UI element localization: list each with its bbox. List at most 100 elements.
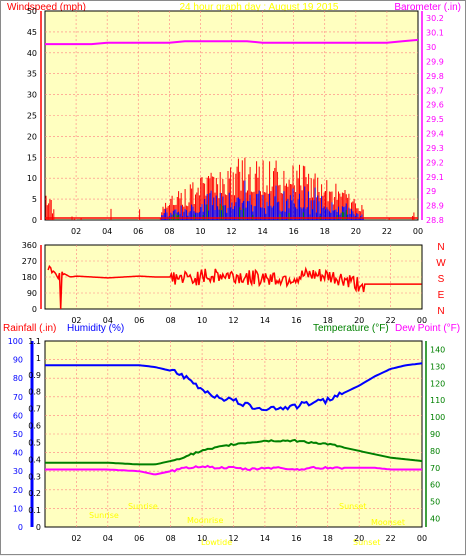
barometer-y-tick: 29.3 [426, 144, 444, 153]
barometer-y-tick: 29 [426, 187, 436, 196]
humidity-axis-label: Humidity (%) [67, 323, 124, 334]
barometer-y-tick: 29.6 [426, 101, 444, 110]
barometer-y-tick: 29.5 [426, 115, 444, 124]
wind-panel-x-tick: 20 [351, 227, 361, 236]
temperature-y-tick: 110 [430, 396, 445, 405]
windspeed-y-tick: 25 [27, 112, 37, 121]
wind-panel-x-tick: 06 [133, 227, 143, 236]
direction-y-tick: 0 [32, 305, 37, 314]
humidity-line [45, 362, 423, 412]
lower-panel-x-tick: 16 [291, 534, 301, 543]
barometer-line [45, 38, 419, 46]
temperature-y-tick: 130 [430, 362, 445, 371]
humidity-y-tick: 0 [18, 523, 23, 532]
wind-panel-x-tick: 00 [413, 227, 423, 236]
lower-panel-x-tick: 10 [197, 534, 207, 543]
barometer-y-tick: 29.9 [426, 57, 444, 66]
temperature-line [45, 438, 423, 466]
rainfall-y-tick: 0.1 [28, 506, 41, 515]
wind-panel-x-tick: 02 [71, 227, 81, 236]
temperature-y-tick: 80 [430, 447, 440, 456]
compass-label: N [437, 242, 444, 253]
astro-event-label: Sunrise [128, 502, 158, 511]
lower-panel-x-tick: 18 [323, 534, 333, 543]
direction-panel-x-tick: 22 [385, 316, 395, 325]
temperature-y-tick: 140 [430, 345, 445, 354]
barometer-axis-label: Barometer (.in) [394, 2, 461, 13]
rainfall-y-tick: 0.7 [28, 405, 41, 414]
humidity-y-tick: 10 [13, 504, 23, 513]
wind-panel-x-tick: 18 [320, 227, 330, 236]
direction-panel-x-tick: 02 [71, 316, 81, 325]
compass-label: S [438, 274, 445, 285]
windspeed-y-tick: 30 [27, 91, 37, 100]
temperature-y-tick: 100 [430, 413, 445, 422]
temperature-y-tick: 50 [430, 498, 440, 507]
rainfall-y-tick: 0.4 [28, 455, 41, 464]
astro-event-label: Moonset [371, 518, 405, 527]
barometer-y-tick: 29.1 [426, 173, 444, 182]
direction-panel-x-tick: 08 [166, 316, 176, 325]
astro-event-label: Lowtide [201, 538, 232, 547]
temperature-y-tick: 40 [430, 515, 440, 524]
direction-panel-x-tick: 12 [228, 316, 238, 325]
barometer-y-tick: 30 [426, 43, 436, 52]
astro-event-label: Sunrise [89, 511, 119, 520]
wind-panel-x-tick: 04 [102, 227, 112, 236]
windspeed-y-tick: 10 [27, 174, 37, 183]
windspeed-y-tick: 20 [27, 132, 37, 141]
compass-label: W [436, 258, 446, 269]
windspeed-y-tick: 35 [27, 70, 37, 79]
humidity-y-tick: 90 [13, 356, 23, 365]
rainfall-y-tick: 1 [36, 354, 41, 363]
graph-title: 24 hour graph day : August 19 2015 [179, 2, 338, 13]
wind-panel-x-tick: 12 [226, 227, 236, 236]
temperature-y-tick: 70 [430, 464, 440, 473]
astro-event-label: Moonrise [187, 516, 223, 525]
humidity-y-tick: 50 [13, 430, 23, 439]
windspeed-y-tick: 15 [27, 153, 37, 162]
barometer-y-tick: 29.4 [426, 130, 444, 139]
humidity-y-tick: 100 [8, 337, 23, 346]
wind-panel-x-tick: 14 [257, 227, 267, 236]
dewpoint-axis-label: Dew Point (°F) [395, 323, 460, 334]
windspeed-y-tick: 5 [32, 195, 37, 204]
windspeed-y-tick: 0 [32, 216, 37, 225]
dewpoint-line [45, 464, 422, 476]
rainfall-axis-label: Rainfall (.in) [3, 323, 56, 334]
rainfall-y-tick: 0.9 [28, 371, 41, 380]
humidity-y-tick: 70 [13, 393, 23, 402]
temperature-y-tick: 60 [430, 481, 440, 490]
direction-panel-x-tick: 18 [323, 316, 333, 325]
lower-panel-x-tick: 02 [71, 534, 81, 543]
rainfall-y-tick: 0 [36, 523, 41, 532]
windspeed-y-tick: 45 [27, 28, 37, 37]
lower-panel-x-tick: 06 [134, 534, 144, 543]
barometer-y-tick: 29.7 [426, 86, 444, 95]
windspeed-axis-label: Windspeed (mph) [7, 2, 86, 13]
rainfall-y-tick: 0.3 [28, 472, 41, 481]
compass-label: N [437, 306, 444, 317]
temperature-y-tick: 120 [430, 379, 445, 388]
barometer-y-tick: 29.2 [426, 158, 444, 167]
wind-panel-x-tick: 10 [195, 227, 205, 236]
lower-panel-x-tick: 00 [417, 534, 427, 543]
direction-y-tick: 270 [22, 257, 37, 266]
rainfall-y-tick: 0.6 [28, 422, 41, 431]
rainfall-y-tick: 1.1 [28, 337, 41, 346]
wind-panel-x-tick: 08 [164, 227, 174, 236]
rainfall-y-tick: 0.2 [28, 489, 41, 498]
humidity-y-tick: 80 [13, 374, 23, 383]
direction-panel-x-tick: 20 [354, 316, 364, 325]
lower-panel-x-tick: 08 [166, 534, 176, 543]
rainfall-y-tick: 0.5 [28, 438, 41, 447]
humidity-y-tick: 20 [13, 486, 23, 495]
wind-direction-line [47, 264, 422, 310]
windspeed-y-tick: 40 [27, 49, 37, 58]
barometer-y-tick: 28.8 [426, 216, 444, 225]
wind-panel-x-tick: 16 [289, 227, 299, 236]
humidity-y-tick: 30 [13, 467, 23, 476]
lower-panel-x-tick: 04 [103, 534, 113, 543]
